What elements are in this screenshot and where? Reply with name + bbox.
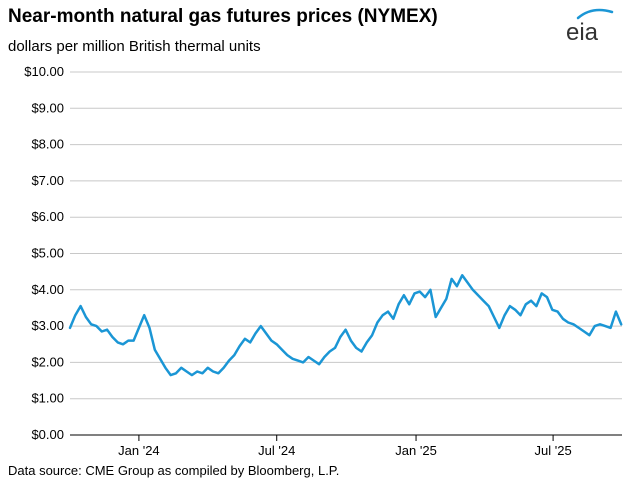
chart-subtitle: dollars per million British thermal unit… <box>8 38 261 55</box>
y-tick-label: $8.00 <box>31 137 64 152</box>
y-tick-label: $10.00 <box>24 64 64 79</box>
x-tick-label: Jul '24 <box>258 443 295 458</box>
y-tick-label: $6.00 <box>31 209 64 224</box>
x-tick-label: Jan '25 <box>395 443 437 458</box>
y-axis-labels: $0.00 $1.00 $2.00 $3.00 $4.00 $5.00 $6.00 $7.00… <box>24 64 64 442</box>
price-series-line <box>68 274 623 377</box>
y-tick-label: $4.00 <box>31 282 64 297</box>
y-tick-label: $0.00 <box>31 427 64 442</box>
x-tick-label: Jul '25 <box>535 443 572 458</box>
y-tick-label: $5.00 <box>31 246 64 261</box>
svg-text:eia: eia <box>566 19 599 44</box>
chart-title: Near-month natural gas futures prices (N… <box>8 6 438 27</box>
y-tick-label: $7.00 <box>31 173 64 188</box>
y-tick-label: $3.00 <box>31 318 64 333</box>
logo-arc-icon <box>576 8 614 20</box>
y-tick-label: $2.00 <box>31 354 64 369</box>
series-layer <box>68 274 623 377</box>
y-tick-label: $1.00 <box>31 391 64 406</box>
gridlines <box>70 71 622 436</box>
eia-logo: eia <box>566 8 614 44</box>
data-source-note: Data source: CME Group as compiled by Bl… <box>8 463 340 478</box>
y-tick-label: $9.00 <box>31 100 64 115</box>
x-axis: Jan '24 Jul '24 Jan '25 Jul '25 <box>118 435 572 458</box>
x-tick-label: Jan '24 <box>118 443 160 458</box>
